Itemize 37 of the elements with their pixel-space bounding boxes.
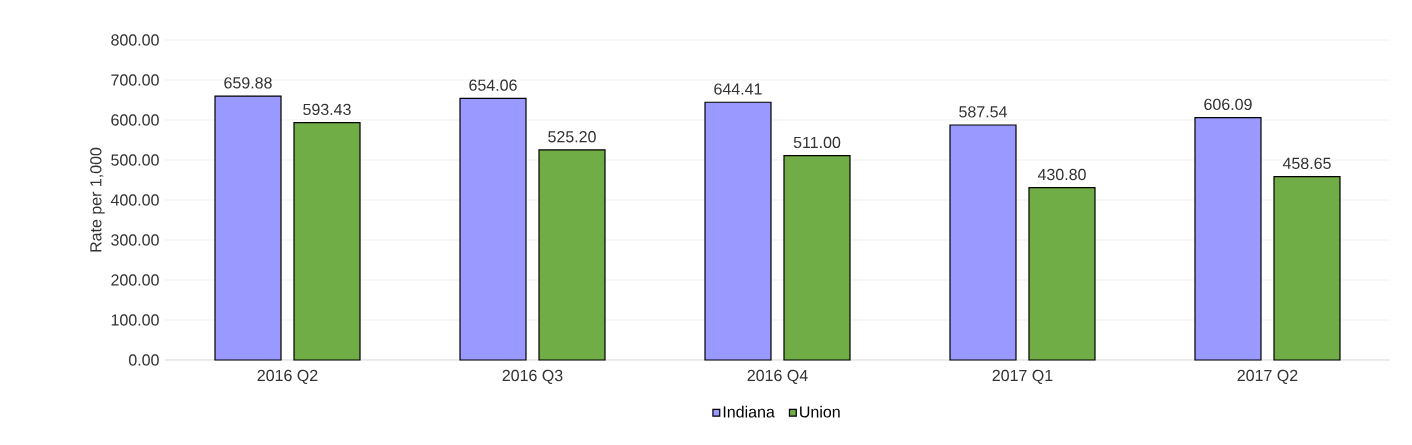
y-tick-label: 300.00 (111, 234, 159, 246)
x-tick-label: 2017 Q1 (992, 369, 1053, 384)
bar (459, 97, 527, 361)
x-tick-label: 2017 Q2 (1237, 369, 1298, 384)
data-label: 654.06 (469, 79, 517, 91)
bar (538, 149, 606, 361)
y-tick-label: 500.00 (111, 154, 159, 166)
bar (1273, 175, 1341, 361)
data-label: 511.00 (793, 136, 841, 149)
y-tick-label: 100.00 (111, 314, 159, 326)
data-label: 644.41 (714, 83, 762, 95)
y-tick-label: 200.00 (111, 274, 159, 286)
data-label: 593.43 (303, 103, 351, 116)
bar (293, 122, 361, 361)
legend-label: Union (800, 405, 840, 418)
y-tick-label: 0.00 (128, 354, 159, 366)
bar (1194, 116, 1262, 361)
x-tick-label: 2016 Q3 (502, 369, 563, 384)
legend-label: Indiana (723, 405, 775, 418)
x-tick-label: 2016 Q2 (257, 369, 318, 384)
y-tick-label: 600.00 (111, 114, 159, 126)
y-axis-title: Rate per 1,000 (90, 147, 105, 252)
bar (704, 101, 772, 361)
data-label: 430.80 (1037, 168, 1086, 181)
data-label: 606.09 (1204, 98, 1252, 111)
bar (214, 95, 282, 361)
data-label: 659.88 (224, 77, 272, 89)
bar (1028, 187, 1096, 361)
x-tick-label: 2016 Q4 (747, 369, 808, 384)
y-tick-label: 700.00 (111, 74, 159, 86)
bar (783, 155, 851, 361)
data-label: 458.65 (1282, 157, 1331, 170)
data-label: 525.20 (548, 131, 596, 143)
y-tick-label: 800.00 (111, 34, 159, 46)
bar (949, 124, 1017, 361)
data-label: 587.54 (959, 106, 1007, 118)
y-tick-label: 400.00 (110, 194, 159, 206)
